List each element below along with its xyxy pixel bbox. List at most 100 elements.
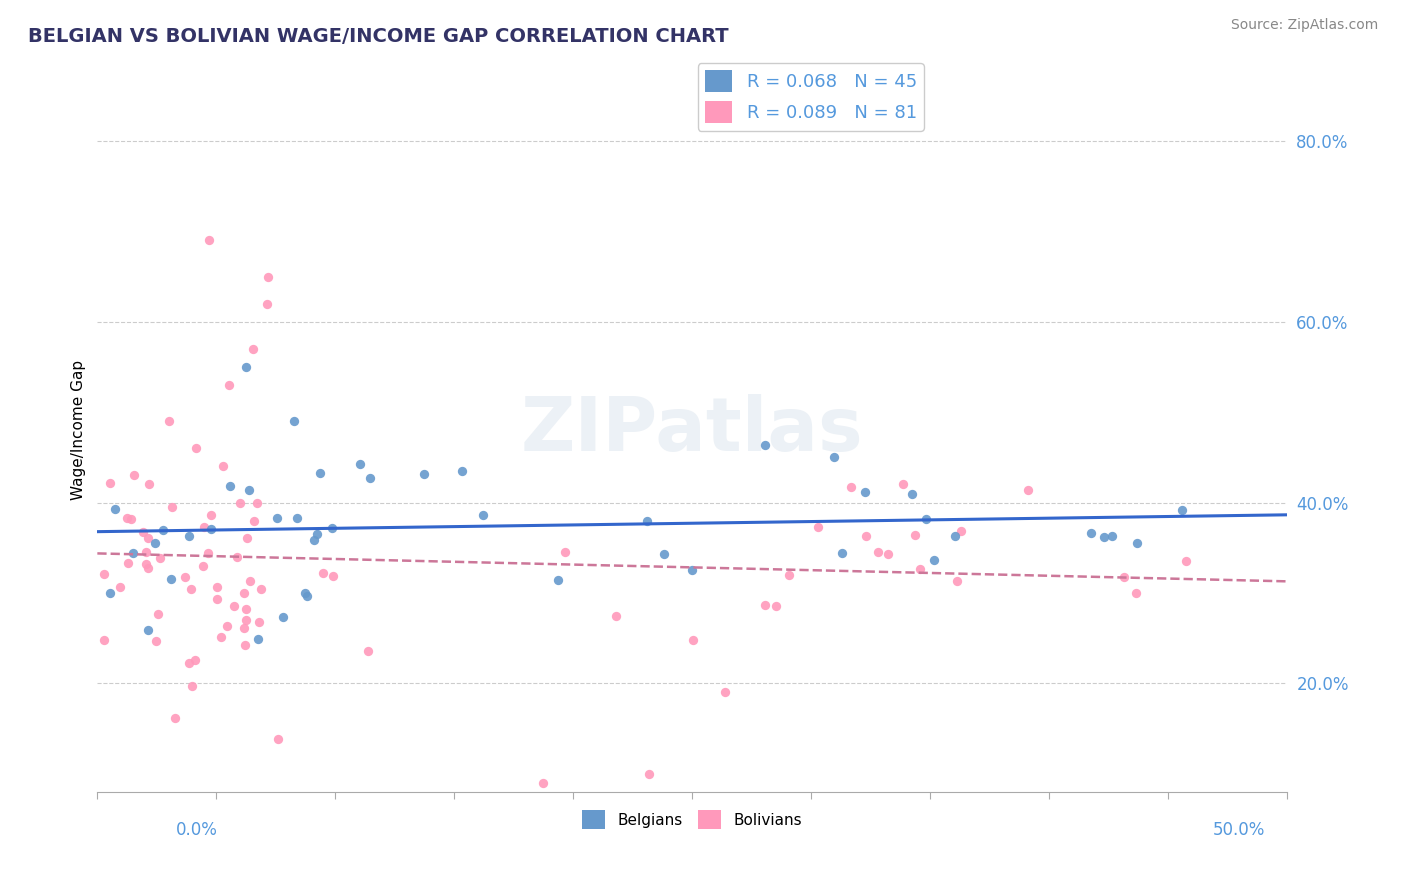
Point bbox=[900, 486, 922, 500]
Point bbox=[200, 522, 222, 536]
Point bbox=[211, 459, 233, 474]
Point bbox=[945, 574, 967, 588]
Point bbox=[238, 483, 260, 497]
Point bbox=[193, 519, 215, 533]
Point bbox=[235, 613, 257, 627]
Point bbox=[877, 547, 900, 561]
Point bbox=[181, 679, 204, 693]
Point bbox=[233, 621, 256, 635]
Point bbox=[1175, 553, 1198, 567]
Point bbox=[117, 556, 139, 570]
Point bbox=[132, 525, 155, 540]
Point bbox=[215, 618, 238, 632]
Point bbox=[638, 767, 661, 781]
Point bbox=[180, 582, 202, 597]
Point bbox=[247, 615, 270, 630]
Point bbox=[184, 442, 207, 456]
Point bbox=[302, 533, 325, 547]
Point bbox=[309, 466, 332, 480]
Point bbox=[451, 464, 474, 478]
Point bbox=[242, 342, 264, 356]
Point bbox=[754, 437, 776, 451]
Point bbox=[605, 609, 627, 624]
Point bbox=[915, 512, 938, 526]
Point bbox=[1080, 525, 1102, 540]
Point bbox=[866, 545, 889, 559]
Point bbox=[349, 458, 371, 472]
Point bbox=[197, 546, 219, 560]
Point bbox=[681, 563, 703, 577]
Point bbox=[1092, 529, 1115, 543]
Point bbox=[295, 589, 318, 603]
Point bbox=[149, 550, 172, 565]
Point bbox=[235, 359, 257, 374]
Point bbox=[1017, 483, 1039, 497]
Point bbox=[807, 520, 830, 534]
Point bbox=[174, 569, 197, 583]
Point bbox=[135, 545, 157, 559]
Point bbox=[256, 296, 278, 310]
Text: BELGIAN VS BOLIVIAN WAGE/INCOME GAP CORRELATION CHART: BELGIAN VS BOLIVIAN WAGE/INCOME GAP CORR… bbox=[28, 27, 728, 45]
Point bbox=[239, 574, 262, 588]
Point bbox=[322, 569, 344, 583]
Point bbox=[1112, 570, 1135, 584]
Point bbox=[235, 601, 257, 615]
Point bbox=[115, 510, 138, 524]
Point bbox=[193, 559, 215, 574]
Point bbox=[104, 502, 127, 516]
Point bbox=[257, 269, 280, 284]
Point bbox=[472, 508, 495, 523]
Point bbox=[853, 485, 876, 500]
Point bbox=[891, 477, 914, 491]
Text: ZIPatlas: ZIPatlas bbox=[520, 393, 863, 467]
Point bbox=[232, 586, 254, 600]
Point bbox=[831, 546, 853, 560]
Point bbox=[321, 521, 343, 535]
Point bbox=[229, 496, 252, 510]
Point bbox=[165, 711, 187, 725]
Point bbox=[200, 508, 222, 522]
Point bbox=[1171, 503, 1194, 517]
Point bbox=[754, 598, 776, 612]
Point bbox=[233, 638, 256, 652]
Point bbox=[1125, 586, 1147, 600]
Point bbox=[266, 511, 288, 525]
Point bbox=[307, 527, 329, 541]
Point bbox=[950, 524, 973, 538]
Y-axis label: Wage/Income Gap: Wage/Income Gap bbox=[72, 360, 86, 500]
Point bbox=[1101, 528, 1123, 542]
Point bbox=[152, 523, 174, 537]
Point bbox=[908, 562, 931, 576]
Point bbox=[209, 630, 232, 644]
Point bbox=[922, 553, 945, 567]
Point bbox=[682, 632, 704, 647]
Text: Source: ZipAtlas.com: Source: ZipAtlas.com bbox=[1230, 18, 1378, 32]
Point bbox=[159, 572, 181, 586]
Point bbox=[120, 511, 142, 525]
Point bbox=[823, 450, 845, 464]
Legend: Belgians, Bolivians: Belgians, Bolivians bbox=[576, 804, 808, 835]
Point bbox=[162, 500, 184, 514]
Point bbox=[249, 582, 271, 596]
Point bbox=[145, 536, 167, 550]
Point bbox=[122, 468, 145, 483]
Point bbox=[943, 529, 966, 543]
Text: 0.0%: 0.0% bbox=[176, 821, 218, 838]
Point bbox=[285, 511, 308, 525]
Point bbox=[93, 632, 115, 647]
Point bbox=[138, 531, 160, 545]
Point bbox=[135, 557, 157, 571]
Point bbox=[839, 480, 862, 494]
Point bbox=[145, 633, 167, 648]
Point bbox=[236, 531, 259, 545]
Point bbox=[547, 573, 569, 587]
Point bbox=[778, 567, 800, 582]
Point bbox=[267, 731, 290, 746]
Point bbox=[312, 566, 335, 580]
Point bbox=[205, 591, 228, 606]
Point bbox=[636, 514, 658, 528]
Point bbox=[98, 476, 121, 491]
Point bbox=[283, 414, 305, 428]
Text: 50.0%: 50.0% bbox=[1213, 821, 1265, 838]
Point bbox=[226, 549, 249, 564]
